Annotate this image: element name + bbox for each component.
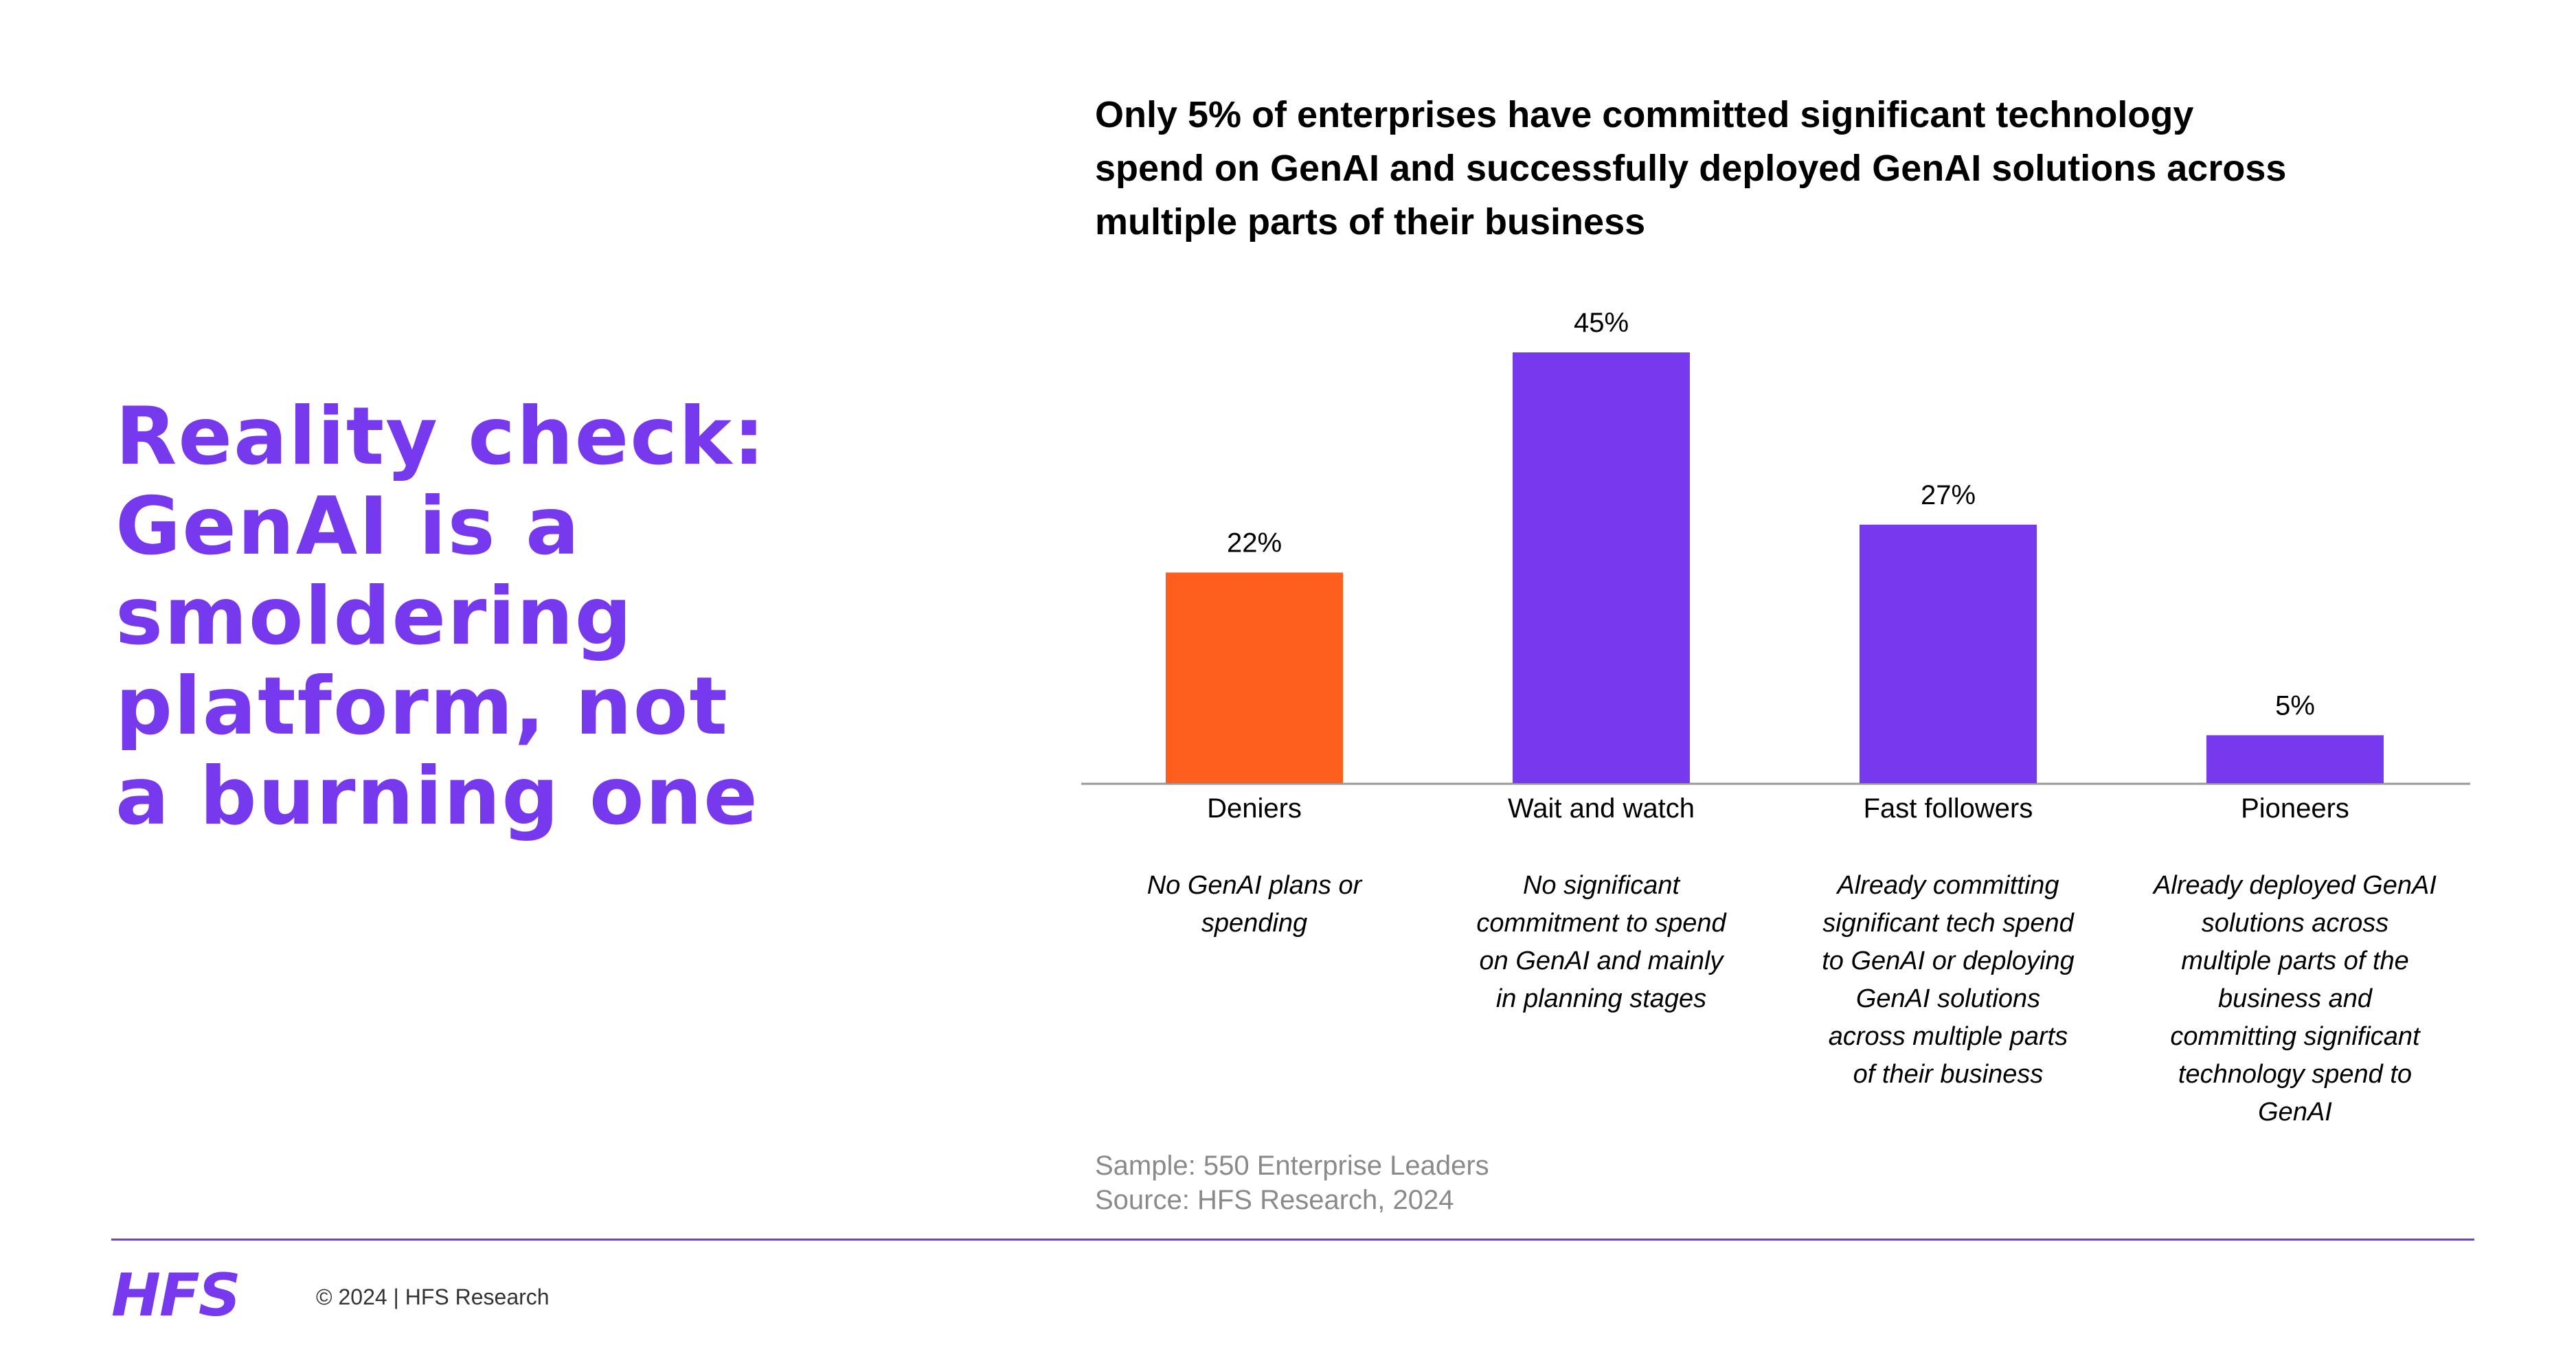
description-line: spending	[1201, 909, 1308, 938]
data-label: 45%	[1574, 308, 1629, 338]
source-note: Sample: 550 Enterprise Leaders Source: H…	[1095, 1149, 1489, 1217]
bar-pioneers	[2206, 735, 2384, 783]
headline-line: GenAI is a	[115, 480, 581, 573]
data-label: 5%	[2275, 690, 2315, 721]
category-description: No GenAI plans or spending	[1103, 867, 1405, 942]
category-description: Already committing significant tech spend…	[1797, 867, 2099, 1094]
chart-title-line: Only 5% of enterprises have committed si…	[1095, 94, 2194, 135]
description-line: solutions across	[2201, 909, 2389, 938]
category-label: Deniers	[1207, 793, 1302, 824]
description-line: multiple parts of the	[2181, 947, 2409, 975]
chart-title-line: spend on GenAI and successfully deployed…	[1095, 148, 2287, 189]
description-line: No significant	[1522, 871, 1680, 900]
data-label: 22%	[1227, 528, 1282, 558]
headline-line: platform, not	[115, 660, 729, 753]
hfs-logo: HFS	[111, 1261, 241, 1330]
description-line: committing significant	[2170, 1022, 2420, 1051]
category-label: Fast followers	[1864, 793, 2033, 824]
chart-title: Only 5% of enterprises have committed si…	[1095, 88, 2421, 249]
chart-title-line: multiple parts of their business	[1095, 201, 1646, 242]
bar-wait-and-watch	[1513, 352, 1690, 783]
category-label: Wait and watch	[1508, 793, 1695, 824]
description-line: GenAI solutions	[1855, 984, 2041, 1013]
description-line: of their business	[1853, 1060, 2044, 1089]
description-line: on GenAI and mainly	[1479, 947, 1724, 975]
description-line: in planning stages	[1495, 984, 1707, 1013]
headline: Reality check: GenAI is a smoldering pla…	[115, 392, 940, 841]
footer-divider	[111, 1239, 2474, 1241]
description-line: to GenAI or deploying	[1822, 947, 2075, 975]
sample-text: Sample: 550 Enterprise Leaders	[1095, 1151, 1489, 1181]
data-label: 27%	[1921, 480, 1976, 510]
description-line: GenAI	[2258, 1098, 2332, 1127]
bar-deniers	[1166, 572, 1343, 783]
copyright-text: © 2024 | HFS Research	[316, 1285, 550, 1309]
description-line: Already committing	[1837, 871, 2059, 900]
headline-line: smoldering	[115, 570, 633, 663]
description-line: business and	[2218, 984, 2372, 1013]
description-line: across multiple parts	[1828, 1022, 2068, 1051]
description-line: commitment to spend	[1476, 909, 1726, 938]
source-text: Source: HFS Research, 2024	[1095, 1185, 1454, 1215]
bar-fast-followers	[1860, 524, 2037, 783]
category-label: Pioneers	[2241, 793, 2349, 824]
headline-line: Reality check:	[115, 390, 767, 483]
category-description: No significant commitment to spend on GenA…	[1450, 867, 1752, 1018]
description-line: No GenAI plans or	[1146, 871, 1362, 900]
category-description: Already deployed GenAI solutions across mu…	[2144, 867, 2446, 1131]
description-line: significant tech spend	[1822, 909, 2074, 938]
headline-line: a burning one	[115, 750, 759, 843]
description-line: Already deployed GenAI	[2154, 871, 2437, 900]
description-line: technology spend to	[2178, 1060, 2413, 1089]
